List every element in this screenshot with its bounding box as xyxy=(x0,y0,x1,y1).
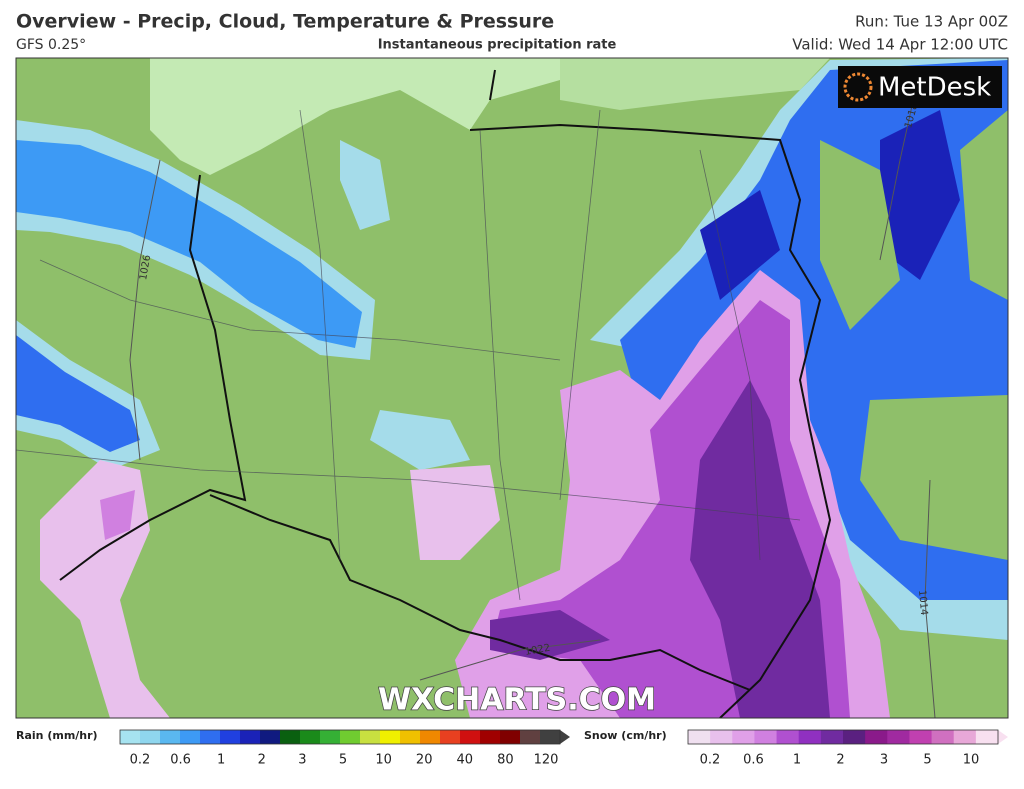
rain-legend-title: Rain (mm/hr) xyxy=(16,729,98,742)
snow-tick-label: 5 xyxy=(923,753,931,768)
snow-swatch xyxy=(732,730,755,744)
rain-tick-label: 1 xyxy=(217,753,225,768)
rain-tick-label: 80 xyxy=(497,753,514,768)
rain-swatch xyxy=(500,730,521,744)
brand-logo xyxy=(843,72,873,102)
snow-swatch xyxy=(931,730,955,744)
snow-swatch xyxy=(776,730,800,744)
rain-swatch xyxy=(520,730,541,744)
rain-swatch xyxy=(160,730,181,744)
run: Run: Tue 13 Apr 00Z xyxy=(855,13,1008,31)
rain-tick-label: 5 xyxy=(339,753,347,768)
rain-swatch xyxy=(340,730,361,744)
rain-swatch xyxy=(260,730,281,744)
snow-tick-label: 2 xyxy=(836,753,844,768)
snow-swatch xyxy=(710,730,733,744)
snow-tick-label: 0.2 xyxy=(700,753,721,768)
rain-swatch xyxy=(220,730,241,744)
rain-band xyxy=(16,140,362,348)
rain-tick-label: 120 xyxy=(534,753,559,768)
rain-swatch xyxy=(240,730,261,744)
snow-swatch xyxy=(754,730,778,744)
rain-swatch xyxy=(400,730,421,744)
rain-swatch xyxy=(320,730,341,744)
rain-swatch xyxy=(140,730,161,744)
border xyxy=(59,69,832,718)
cloud-area xyxy=(560,58,830,110)
sea xyxy=(150,58,560,175)
isobar-label: 1014 xyxy=(916,590,929,616)
snow-tick-label: 0.6 xyxy=(743,753,764,768)
isobar-label: 1022 xyxy=(524,643,551,658)
rain-tick-label: 3 xyxy=(298,753,306,768)
rain-swatch xyxy=(540,730,561,744)
snow-swatch xyxy=(865,730,888,744)
snow-swatch xyxy=(975,730,999,744)
rain-tick-label: 20 xyxy=(416,753,433,768)
snow-swatch xyxy=(820,730,844,744)
brand: MetDesk xyxy=(878,73,991,103)
rain-tick-label: 0.6 xyxy=(170,753,191,768)
map: 1026 1018 1014 1022 MetDesk WXCHARTS.COM xyxy=(16,58,1008,718)
rain-swatch xyxy=(380,730,401,744)
snow-frame xyxy=(687,729,999,745)
brand-box xyxy=(838,66,1002,108)
rain-tick-label: 2 xyxy=(258,753,266,768)
snow-tick-label: 1 xyxy=(793,753,801,768)
rain-swatch xyxy=(440,730,461,744)
rain-light xyxy=(340,140,470,470)
land-dry xyxy=(820,110,1008,560)
rain-tick-label: 40 xyxy=(457,753,474,768)
snow-tick-label: 10 xyxy=(963,753,980,768)
snow-heavy xyxy=(490,380,830,718)
isobar xyxy=(129,69,936,718)
rain-arrow xyxy=(560,730,570,744)
rain-band xyxy=(16,335,140,452)
snow-arrow xyxy=(998,730,1008,744)
road xyxy=(16,109,801,601)
subtitle: Instantaneous precipitation rate xyxy=(378,38,617,53)
rain-swatch xyxy=(200,730,221,744)
rain-swatch xyxy=(480,730,501,744)
rain-swatch xyxy=(120,730,141,744)
rain-swatch xyxy=(360,730,381,744)
snow-tick-label: 3 xyxy=(880,753,888,768)
rain-swatch xyxy=(420,730,441,744)
snow-swatch xyxy=(688,730,711,744)
rain-swatch xyxy=(180,730,201,744)
snow-legend-title: Snow (cm/hr) xyxy=(584,729,667,742)
watermark: WXCHARTS.COM xyxy=(378,683,656,718)
snow-swatch xyxy=(953,730,977,744)
title: Overview - Precip, Cloud, Temperature & … xyxy=(16,11,554,33)
snow-swatch xyxy=(909,730,933,744)
rain-swatch xyxy=(280,730,301,744)
snow-light xyxy=(40,460,500,718)
rain-tick-label: 10 xyxy=(375,753,392,768)
snow-swatch xyxy=(887,730,910,744)
model: GFS 0.25° xyxy=(16,37,86,53)
snow-moderate xyxy=(100,490,135,540)
isobar-label: 1026 xyxy=(138,254,153,281)
map-frame xyxy=(15,57,1009,719)
snow-swatch xyxy=(843,730,866,744)
rain-tick-label: 0.2 xyxy=(130,753,151,768)
snow-swatch xyxy=(798,730,822,744)
valid: Valid: Wed 14 Apr 12:00 UTC xyxy=(792,36,1008,54)
rain-frame xyxy=(119,729,561,745)
rain-swatch xyxy=(300,730,321,744)
rain-swatch xyxy=(460,730,481,744)
